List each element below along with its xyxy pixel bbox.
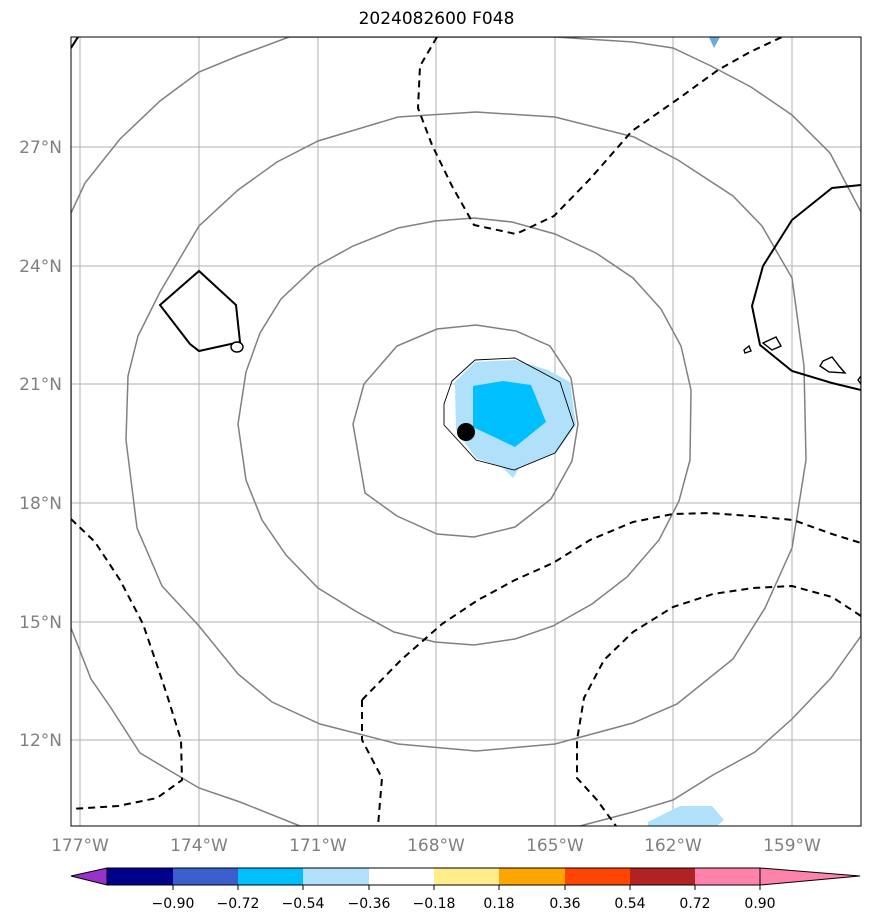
- lon-tick: 162°W: [644, 836, 702, 856]
- colorbar-ticks: [172, 885, 761, 890]
- lon-tick: 165°W: [526, 836, 584, 856]
- lon-tick: 174°W: [170, 836, 228, 856]
- colorbar-label: 0.54: [614, 896, 645, 912]
- colorbar-segment: [499, 868, 565, 885]
- colorbar-segment: [173, 868, 238, 885]
- colorbar-label: −0.18: [413, 896, 456, 912]
- dashed-contours: [71, 37, 861, 826]
- colorbar-segment: [630, 868, 695, 885]
- shaded-field: [455, 37, 724, 826]
- lat-tick-labels: 27°N 24°N 21°N 18°N 15°N 12°N: [19, 138, 62, 751]
- lon-tick: 177°W: [51, 836, 109, 856]
- colorbar-label: 0.72: [679, 896, 710, 912]
- colorbar-label: 0.36: [549, 896, 580, 912]
- colorbar-segment: [303, 868, 369, 885]
- colorbar-label: −0.54: [282, 896, 325, 912]
- colorbar-segment: [434, 868, 499, 885]
- lon-tick: 171°W: [289, 836, 347, 856]
- map-title: 2024082600 F048: [358, 9, 515, 29]
- lon-tick: 168°W: [407, 836, 465, 856]
- colorbar-segment: [565, 868, 630, 885]
- inner-contour: [443, 357, 575, 471]
- lon-tick: 159°W: [763, 836, 821, 856]
- map-frame: [70, 36, 862, 827]
- lat-tick: 12°N: [19, 731, 62, 751]
- colorbar-label: −0.36: [348, 896, 391, 912]
- colorbar-label: −0.90: [152, 896, 195, 912]
- map-area: [71, 37, 861, 826]
- colorbar-label: 0.18: [483, 896, 514, 912]
- lat-tick: 24°N: [19, 257, 62, 277]
- colorbar-extend-high: [759, 867, 861, 886]
- isobar-contours: [71, 37, 861, 826]
- lat-tick: 18°N: [19, 494, 62, 514]
- lon-tick-labels: 177°W 174°W 171°W 168°W 165°W 162°W 159°…: [51, 836, 821, 856]
- colorbar-segment: [107, 868, 173, 885]
- colorbar-extend-low: [70, 867, 108, 886]
- colorbar-label: 0.90: [744, 896, 775, 912]
- colorbar-segment: [695, 868, 760, 885]
- lat-tick: 15°N: [19, 613, 62, 633]
- island-outlines: [230, 336, 861, 386]
- solid-contours: [71, 37, 861, 391]
- colorbar-segment: [238, 868, 303, 885]
- lat-tick: 21°N: [19, 375, 62, 395]
- lat-tick: 27°N: [19, 138, 62, 158]
- colorbar-segment: [369, 868, 434, 885]
- colorbar-label: −0.72: [217, 896, 260, 912]
- colorbar: −0.90 −0.72 −0.54 −0.36 −0.18 0.18 0.36 …: [70, 867, 861, 912]
- storm-center-marker: [457, 423, 475, 441]
